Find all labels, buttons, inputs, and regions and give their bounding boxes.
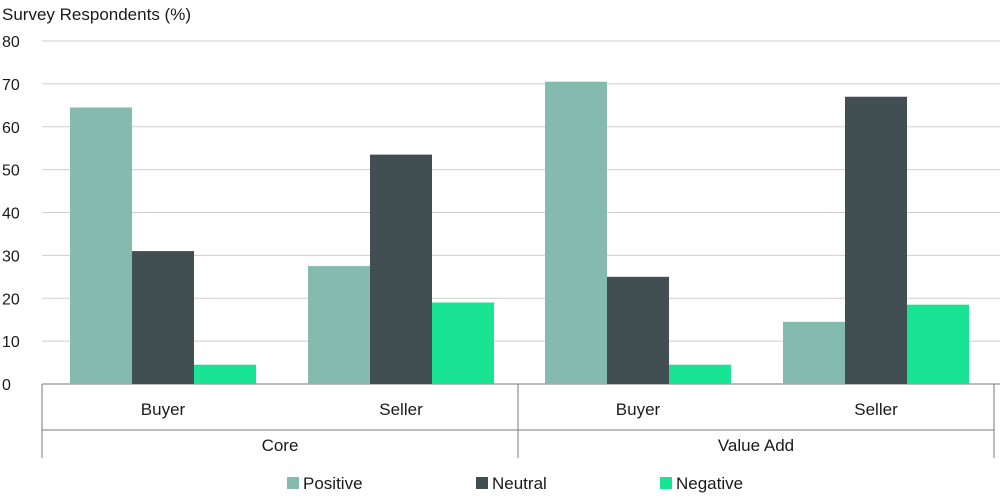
bar-positive-2 (308, 266, 370, 384)
bar-neutral-4 (845, 96, 907, 385)
y-tick-label: 70 (2, 77, 20, 94)
y-tick-label: 50 (2, 163, 20, 180)
legend-swatch-neutral (476, 477, 488, 489)
legend-label-positive: Positive (303, 474, 363, 493)
bar-positive-1 (70, 107, 132, 385)
bar-positive-4 (783, 321, 845, 384)
y-tick-label: 0 (2, 377, 11, 394)
bar-negative-1 (194, 364, 256, 384)
group-label: Core (262, 436, 299, 455)
x-axis: Buyer Seller Buyer Seller Core Value Add (41, 384, 995, 458)
x-tick-label: Buyer (141, 400, 186, 419)
legend-label-neutral: Neutral (492, 474, 547, 493)
group-label: Value Add (718, 436, 794, 455)
x-tick-label: Seller (379, 400, 423, 419)
legend-label-negative: Negative (676, 474, 743, 493)
legend: Positive Neutral Negative (287, 474, 743, 493)
x-tick-label: Seller (854, 400, 898, 419)
y-tick-label: 40 (2, 206, 20, 223)
legend-swatch-negative (660, 477, 672, 489)
y-tick-label: 20 (2, 291, 20, 308)
x-tick-label: Buyer (616, 400, 661, 419)
y-tick-label: 30 (2, 248, 20, 265)
y-tick-labels: 0 10 20 30 40 50 60 70 80 (2, 34, 20, 394)
legend-swatch-positive (287, 477, 299, 489)
bar-neutral-1 (132, 251, 194, 384)
y-tick-label: 60 (2, 120, 20, 137)
bar-neutral-2 (370, 154, 432, 384)
y-axis-label: Survey Respondents (%) (2, 5, 191, 24)
bars (70, 81, 969, 385)
y-tick-label: 10 (2, 334, 20, 351)
y-tick-label: 80 (2, 34, 20, 51)
bar-neutral-3 (607, 276, 669, 384)
bar-positive-3 (545, 81, 607, 384)
bar-negative-2 (432, 302, 494, 384)
bar-negative-3 (669, 364, 731, 384)
gridlines (42, 40, 1000, 385)
bar-negative-4 (907, 304, 969, 384)
